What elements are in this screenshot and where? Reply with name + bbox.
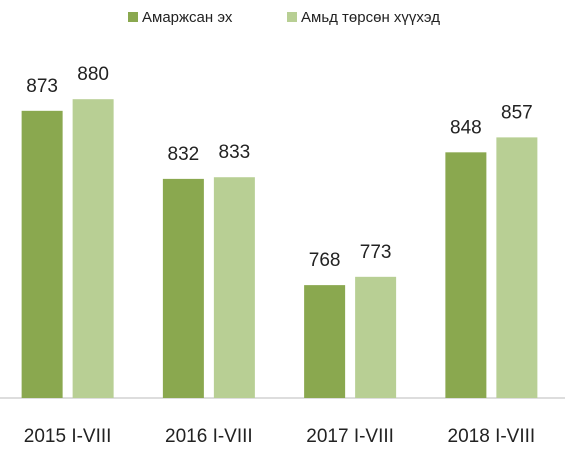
data-label: 833 bbox=[219, 142, 251, 163]
bar bbox=[355, 276, 397, 398]
legend-swatch bbox=[287, 12, 297, 22]
data-label: 832 bbox=[168, 144, 200, 165]
bar bbox=[213, 177, 255, 398]
data-label: 880 bbox=[77, 64, 109, 85]
bar bbox=[162, 178, 204, 398]
x-tick-label: 2015 I-VIII bbox=[24, 426, 112, 447]
data-label: 773 bbox=[360, 242, 392, 263]
x-tick-label: 2018 I-VIII bbox=[448, 426, 536, 447]
data-label: 857 bbox=[501, 102, 533, 123]
data-label: 873 bbox=[26, 76, 58, 97]
legend-label: Амаржсан эх bbox=[142, 9, 233, 26]
bar bbox=[496, 137, 538, 398]
bar bbox=[72, 99, 114, 398]
bar bbox=[304, 285, 346, 398]
x-tick-label: 2017 I-VIII bbox=[306, 426, 394, 447]
data-label: 768 bbox=[309, 250, 341, 271]
bar bbox=[445, 152, 487, 398]
data-label: 848 bbox=[450, 117, 482, 138]
legend-swatch bbox=[128, 12, 138, 22]
bar bbox=[21, 110, 63, 398]
legend-label: Амьд төрсөн хүүхэд bbox=[301, 9, 440, 26]
x-tick-label: 2016 I-VIII bbox=[165, 426, 253, 447]
